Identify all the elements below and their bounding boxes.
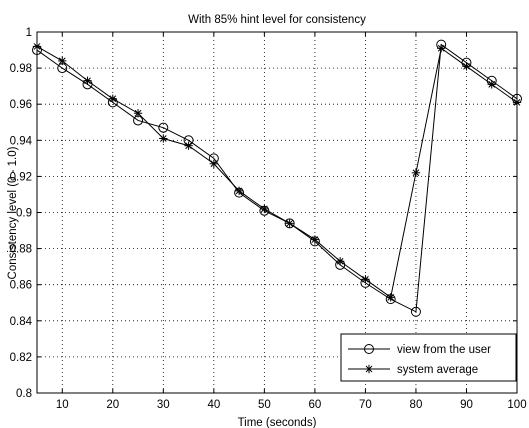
y-tick-label: 0.92 xyxy=(10,171,32,183)
data-point-star xyxy=(437,44,446,53)
y-tick-label: 0.94 xyxy=(10,135,33,147)
legend-box xyxy=(340,333,517,382)
data-point-star xyxy=(234,186,244,196)
data-point-star xyxy=(159,134,168,143)
plot-frame xyxy=(36,31,518,394)
x-tick-label: 50 xyxy=(258,399,271,411)
data-point-star xyxy=(58,56,67,66)
data-point-star xyxy=(108,94,117,103)
series-line xyxy=(36,46,518,299)
x-tick-label: 30 xyxy=(157,399,170,411)
legend-marker-circle xyxy=(364,344,374,354)
data-point-star xyxy=(361,275,370,284)
x-tick-label: 80 xyxy=(410,399,423,411)
data-point-circle xyxy=(410,306,421,317)
data-point-star xyxy=(184,141,193,150)
y-tick-label: 1 xyxy=(26,27,32,39)
legend-label-user: view from the user xyxy=(397,344,491,356)
data-point-circle xyxy=(158,122,169,133)
data-point-star xyxy=(285,219,294,228)
y-tick-label: 0.86 xyxy=(10,280,32,292)
y-tick-label: 0.8 xyxy=(16,388,32,400)
legend-marker-star xyxy=(364,364,374,374)
y-tick-label: 0.84 xyxy=(10,316,33,328)
series-user-view xyxy=(32,39,522,317)
x-tick-label: 60 xyxy=(308,399,321,411)
series-layer xyxy=(32,39,522,317)
data-point-star xyxy=(260,204,269,214)
legend-label-system: system average xyxy=(397,364,478,376)
x-tick-label: 20 xyxy=(106,399,119,411)
legend: view from the user system average xyxy=(340,333,517,382)
y-tick-label: 0.82 xyxy=(10,352,32,364)
y-tick-label: 0.88 xyxy=(10,244,32,256)
x-tick-label: 40 xyxy=(207,399,220,411)
series-line xyxy=(36,43,518,313)
x-tick-label: 100 xyxy=(507,399,526,411)
y-tick-label: 0.9 xyxy=(16,208,32,220)
data-point-star xyxy=(487,80,496,89)
chart-title: With 85% hint level for consistency xyxy=(188,14,366,26)
data-point-star xyxy=(462,62,471,71)
data-point-star xyxy=(83,76,92,85)
y-tick-label: 0.96 xyxy=(10,99,32,111)
x-tick-label: 90 xyxy=(460,399,473,411)
data-point-star xyxy=(310,235,320,244)
data-point-star xyxy=(411,168,421,177)
data-point-star xyxy=(386,293,395,302)
data-point-star xyxy=(133,109,143,118)
data-point-star xyxy=(335,257,345,266)
x-tick-label: 70 xyxy=(359,399,372,411)
y-axis-title: Consistency level (0 - 1.0) xyxy=(7,146,19,279)
series-system-average xyxy=(32,42,522,302)
x-tick-label: 10 xyxy=(56,399,69,411)
data-point-circle xyxy=(284,218,295,229)
x-axis-title: Time (seconds) xyxy=(238,417,317,428)
legend-star-shape xyxy=(364,364,374,374)
tick-labels: 10 20 30 40 50 60 70 80 90 100 0.8 0.82 0.84 0.86 0.88… xyxy=(10,27,527,411)
y-tick-label: 0.98 xyxy=(10,63,32,75)
data-point-star xyxy=(209,159,219,168)
